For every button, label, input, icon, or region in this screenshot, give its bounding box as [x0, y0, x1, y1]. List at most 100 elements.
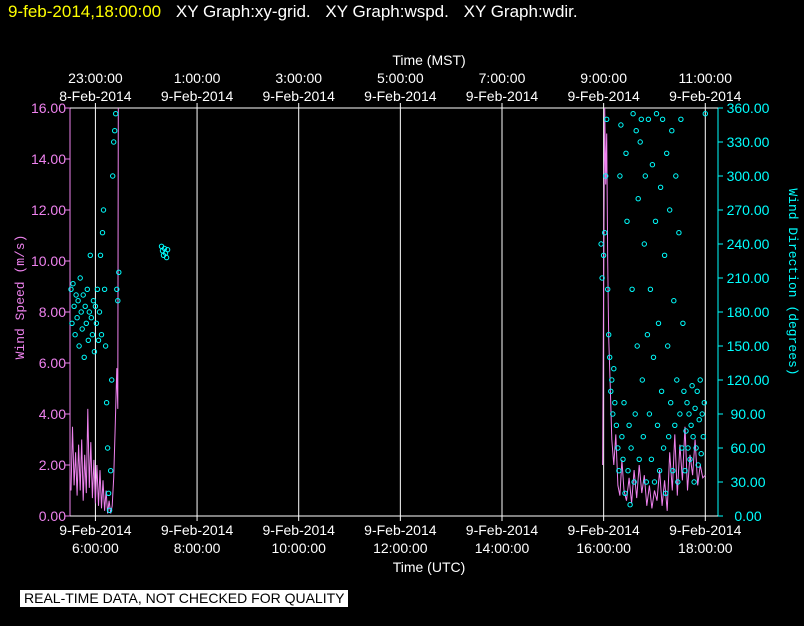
- wdir-point: [702, 111, 708, 117]
- y-right-tick-label: 90.00: [730, 406, 765, 422]
- wdir-point: [603, 173, 609, 179]
- wdir-point: [83, 320, 90, 326]
- wdir-point: [97, 252, 104, 259]
- timestamp-label: 9-feb-2014,18:00:00: [8, 2, 162, 21]
- y-left-tick-label: 6.00: [39, 355, 66, 371]
- top-tick-date: 9-Feb-2014: [161, 88, 234, 104]
- top-tick-time: 11:00:00: [679, 70, 733, 86]
- top-tick-date: 9-Feb-2014: [263, 88, 336, 104]
- wdir-point: [605, 286, 611, 292]
- wdir-point: [73, 292, 79, 298]
- wdir-point: [111, 139, 117, 145]
- wdir-point: [648, 456, 655, 462]
- y-right-tick-label: 210.00: [727, 270, 770, 286]
- wdir-point: [642, 173, 648, 179]
- wdir-point: [658, 388, 665, 394]
- top-axis-title: Time (MST): [392, 52, 465, 68]
- wdir-point: [606, 332, 612, 338]
- bottom-tick-time: 6:00:00: [72, 540, 119, 556]
- top-tick-time: 3:00:00: [275, 70, 322, 86]
- wdir-point: [639, 377, 645, 383]
- wdir-point: [673, 173, 679, 179]
- graph-label-wspd: XY Graph:wspd.: [325, 2, 449, 21]
- wdir-point: [636, 456, 642, 462]
- wdir-point: [114, 286, 120, 292]
- wdir-point: [633, 128, 639, 134]
- wdir-point: [643, 479, 649, 485]
- bottom-tick-time: 10:00:00: [271, 540, 326, 556]
- bottom-tick-time: 8:00:00: [174, 540, 221, 556]
- wdir-point: [626, 422, 632, 428]
- wdir-point: [683, 428, 689, 434]
- wdir-point: [661, 252, 668, 259]
- y-right-tick-label: 30.00: [730, 474, 765, 490]
- y-left-tick-label: 10.00: [31, 253, 66, 269]
- wdir-point: [700, 434, 706, 440]
- wdir-point: [92, 303, 99, 309]
- wdir-point: [613, 422, 620, 428]
- wdir-point: [68, 286, 74, 292]
- bottom-tick-time: 12:00:00: [373, 540, 428, 556]
- wdir-point: [688, 422, 694, 428]
- y-left-label: Wind Speed (m/s): [13, 235, 28, 360]
- wdir-point: [163, 254, 170, 261]
- wdir-point: [99, 230, 106, 236]
- wdir-point: [687, 456, 693, 462]
- wdir-point: [646, 411, 653, 417]
- y-right-tick-label: 240.00: [727, 236, 770, 252]
- wdir-point: [650, 354, 657, 360]
- y-left-tick-label: 16.00: [31, 100, 66, 116]
- bottom-tick-date: 9-Feb-2014: [466, 522, 539, 538]
- y-right-label: Wind Direction (degrees): [785, 188, 800, 375]
- wdir-point: [105, 490, 112, 496]
- wdir-point: [657, 184, 664, 191]
- wdir-point: [689, 383, 695, 389]
- wdir-point: [637, 139, 643, 145]
- wdir-point: [675, 479, 681, 485]
- wdir-point: [701, 400, 707, 406]
- wdir-point: [106, 507, 113, 513]
- wdir-point: [667, 207, 673, 213]
- bottom-tick-date: 9-Feb-2014: [161, 522, 234, 538]
- top-tick-date: 9-Feb-2014: [364, 88, 437, 104]
- wdir-point: [627, 502, 633, 508]
- wdir-point: [677, 411, 683, 417]
- wdir-point: [80, 292, 86, 298]
- wdir-point: [608, 388, 614, 394]
- wdir-point: [79, 326, 85, 332]
- wdir-point: [660, 445, 667, 451]
- wdir-point: [617, 173, 623, 179]
- wdir-point: [612, 400, 618, 406]
- wdir-point: [644, 332, 651, 338]
- wdir-point: [681, 388, 687, 394]
- wdir-point: [670, 468, 676, 474]
- wdir-point: [100, 207, 107, 213]
- y-right-tick-label: 150.00: [727, 338, 770, 354]
- wdir-point: [649, 162, 656, 168]
- wdir-point: [668, 400, 674, 406]
- wdir-point: [615, 445, 621, 451]
- wdir-point: [676, 230, 682, 236]
- wdir-point: [651, 479, 658, 485]
- header-title: 9-feb-2014,18:00:00 XY Graph:xy-grid. XY…: [8, 2, 578, 22]
- wdir-point: [685, 445, 691, 451]
- wdir-point: [113, 111, 119, 117]
- wdir-point: [674, 377, 680, 383]
- wdir-point: [638, 116, 644, 123]
- wdir-point: [679, 445, 685, 451]
- wdir-point: [697, 377, 703, 383]
- wdir-point: [684, 400, 690, 406]
- wdir-point: [622, 490, 628, 496]
- wdir-point: [655, 320, 662, 326]
- wdir-point: [645, 116, 652, 123]
- wdir-point: [611, 366, 617, 372]
- wdir-point: [625, 468, 631, 474]
- y-left-tick-label: 14.00: [31, 151, 66, 167]
- wdir-point: [70, 281, 76, 287]
- bottom-tick-date: 9-Feb-2014: [567, 522, 640, 538]
- wdir-point: [116, 269, 122, 275]
- top-tick-date: 8-Feb-2014: [59, 88, 132, 104]
- wdir-point: [665, 343, 671, 349]
- wdir-point: [76, 343, 82, 349]
- wdir-point: [691, 479, 697, 485]
